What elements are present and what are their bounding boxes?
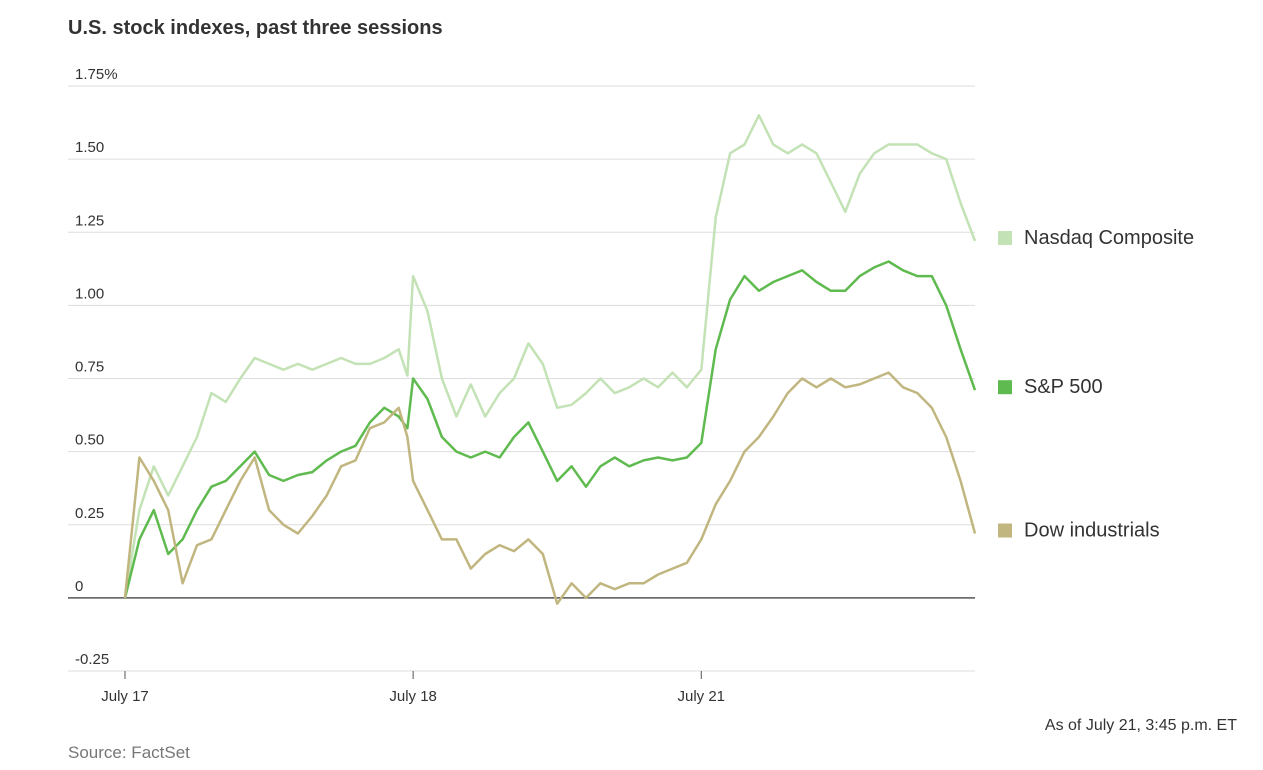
- chart-title: U.S. stock indexes, past three sessions: [68, 17, 443, 39]
- x-tick-label: July 18: [389, 688, 437, 705]
- y-tick-label: 0.50: [75, 432, 104, 449]
- series-line: [123, 260, 977, 599]
- legend-label: S&P 500: [1024, 376, 1103, 398]
- note: As of July 21, 3:45 p.m. ET: [1045, 717, 1237, 734]
- legend-label: Nasdaq Composite: [1024, 227, 1194, 249]
- y-tick-label: 0.75: [75, 359, 104, 376]
- y-tick-label: 0.25: [75, 505, 104, 522]
- x-tick-label: July 21: [678, 688, 726, 705]
- y-tick-label: 0: [75, 578, 83, 595]
- source: Source: FactSet: [68, 743, 190, 762]
- y-tick-label: 1.25: [75, 212, 104, 229]
- y-tick-label: 1.50: [75, 139, 104, 156]
- y-tick-label: -0.25: [75, 651, 109, 668]
- legend-swatch: [998, 380, 1012, 395]
- legend-swatch: [998, 523, 1012, 538]
- y-tick-label: 1.00: [75, 285, 104, 302]
- x-tick-label: July 17: [101, 688, 149, 705]
- series-line: [123, 114, 977, 599]
- y-tick-label: 1.75%: [75, 66, 118, 83]
- legend-swatch: [998, 231, 1012, 246]
- legend-label: Dow industrials: [1024, 520, 1160, 542]
- series-line: [123, 371, 977, 605]
